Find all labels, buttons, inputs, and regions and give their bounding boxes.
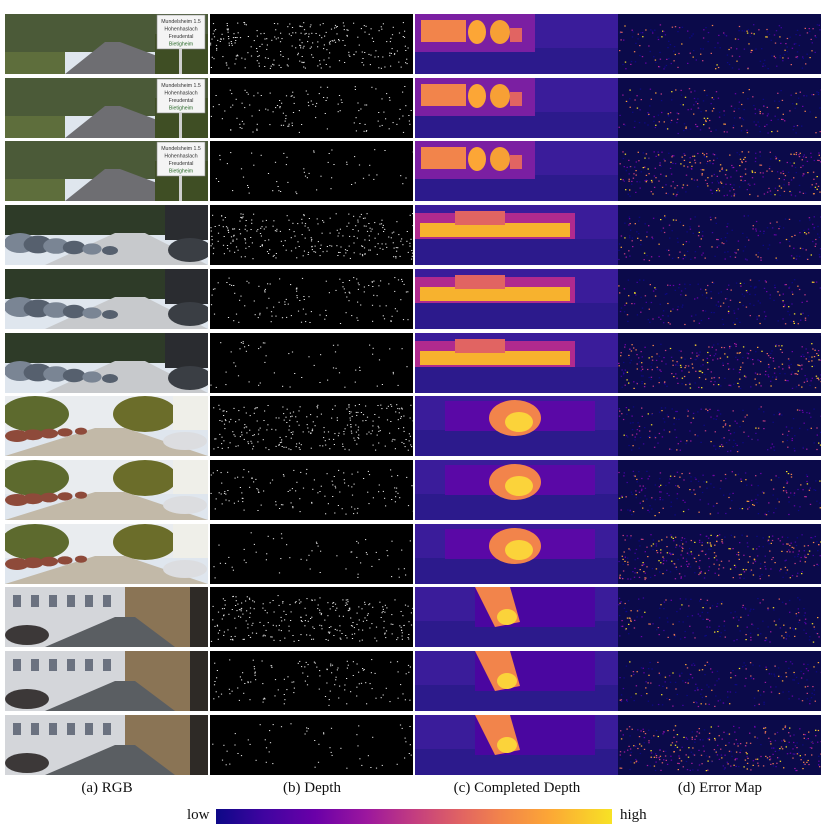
- figure-row: Mundelsheim 1.5 Hohenhaslach Freudental Bie…: [5, 14, 822, 74]
- sparse-depth-image: [210, 77, 413, 138]
- completed-depth-image: [415, 396, 618, 457]
- figure-row: [5, 714, 822, 775]
- sparse-depth-image: [210, 714, 413, 775]
- road-sign-text: Freudental: [169, 161, 194, 167]
- error-map-image: [618, 77, 821, 138]
- sparse-depth-image: [210, 459, 413, 520]
- sparse-depth-image: [210, 205, 413, 266]
- figure-row: Mundelsheim 1.5 Hohenhaslach Freudental Bie…: [5, 141, 822, 202]
- sparse-depth-image: [210, 587, 413, 648]
- road-sign-text: Freudental: [169, 98, 194, 104]
- completed-depth-image: [415, 268, 618, 329]
- sparse-depth-image: [210, 651, 413, 711]
- caption-rgb: (a) RGB: [81, 780, 133, 796]
- error-map-image: [618, 651, 821, 711]
- error-map-image: [618, 14, 821, 74]
- road-sign-text: Freudental: [169, 34, 194, 40]
- rgb-image: [5, 396, 208, 457]
- error-map-image: [618, 141, 821, 202]
- completed-depth-image: [415, 332, 618, 393]
- rgb-image: [5, 651, 208, 711]
- figure-row: [5, 396, 822, 457]
- error-map-image: [618, 332, 821, 393]
- rgb-image: Mundelsheim 1.5 Hohenhaslach Freudental Bie…: [5, 14, 208, 74]
- sparse-depth-image: [210, 268, 413, 329]
- rgb-image: Mundelsheim 1.5 Hohenhaslach Freudental Bie…: [5, 141, 208, 202]
- caption-completed-depth: (c) Completed Depth: [453, 780, 581, 796]
- rgb-image: [5, 205, 208, 266]
- error-map-image: [618, 396, 821, 457]
- caption-error-map: (d) Error Map: [677, 780, 763, 796]
- road-sign-text: Bietigheim: [169, 169, 193, 175]
- road-sign-text: Hohenhaslach: [164, 27, 197, 33]
- error-map-image: [618, 268, 821, 329]
- figure-row: [5, 587, 822, 648]
- rgb-image: [5, 459, 208, 520]
- figure-row: [5, 268, 822, 329]
- error-map-image: [618, 587, 821, 648]
- colorbar-low-label: low: [187, 807, 210, 823]
- rgb-image: [5, 714, 208, 775]
- rgb-image: [5, 587, 208, 648]
- completed-depth-image: [415, 459, 618, 520]
- completed-depth-image: [415, 523, 618, 584]
- completed-depth-image: [415, 205, 618, 266]
- road-sign-text: Bietigheim: [169, 105, 193, 111]
- road-sign-text: Hohenhaslach: [164, 90, 197, 96]
- figure-row: [5, 332, 822, 393]
- completed-depth-image: [415, 141, 618, 202]
- sparse-depth-image: [210, 141, 413, 202]
- road-sign-text: Mundelsheim 1.5: [161, 146, 201, 152]
- sparse-depth-image: [210, 14, 413, 74]
- figure-row: [5, 651, 822, 711]
- road-sign-text: Hohenhaslach: [164, 154, 197, 160]
- sparse-depth-image: [210, 332, 413, 393]
- rgb-image: [5, 268, 208, 329]
- rgb-image: [5, 523, 208, 584]
- road-sign-text: Mundelsheim 1.5: [161, 83, 201, 89]
- completed-depth-image: [415, 587, 618, 648]
- figure-row: [5, 205, 822, 266]
- error-map-image: [618, 205, 821, 266]
- sparse-depth-image: [210, 396, 413, 457]
- rgb-image: [5, 332, 208, 393]
- completed-depth-image: [415, 14, 618, 74]
- figure-row: [5, 459, 822, 520]
- error-map-image: [618, 714, 821, 775]
- figure-row: Mundelsheim 1.5 Hohenhaslach Freudental Bie…: [5, 77, 822, 138]
- error-map-image: [618, 459, 821, 520]
- completed-depth-image: [415, 651, 618, 711]
- error-map-image: [618, 523, 821, 584]
- completed-depth-image: [415, 77, 618, 138]
- caption-depth: (b) Depth: [283, 780, 341, 796]
- road-sign-text: Mundelsheim 1.5: [161, 19, 201, 25]
- figure-row: [5, 523, 822, 584]
- sparse-depth-image: [210, 523, 413, 584]
- colorbar: [216, 809, 612, 824]
- rgb-image: Mundelsheim 1.5 Hohenhaslach Freudental Bie…: [5, 77, 208, 138]
- road-sign-text: Bietigheim: [169, 42, 193, 48]
- colorbar-high-label: high: [620, 807, 647, 823]
- completed-depth-image: [415, 714, 618, 775]
